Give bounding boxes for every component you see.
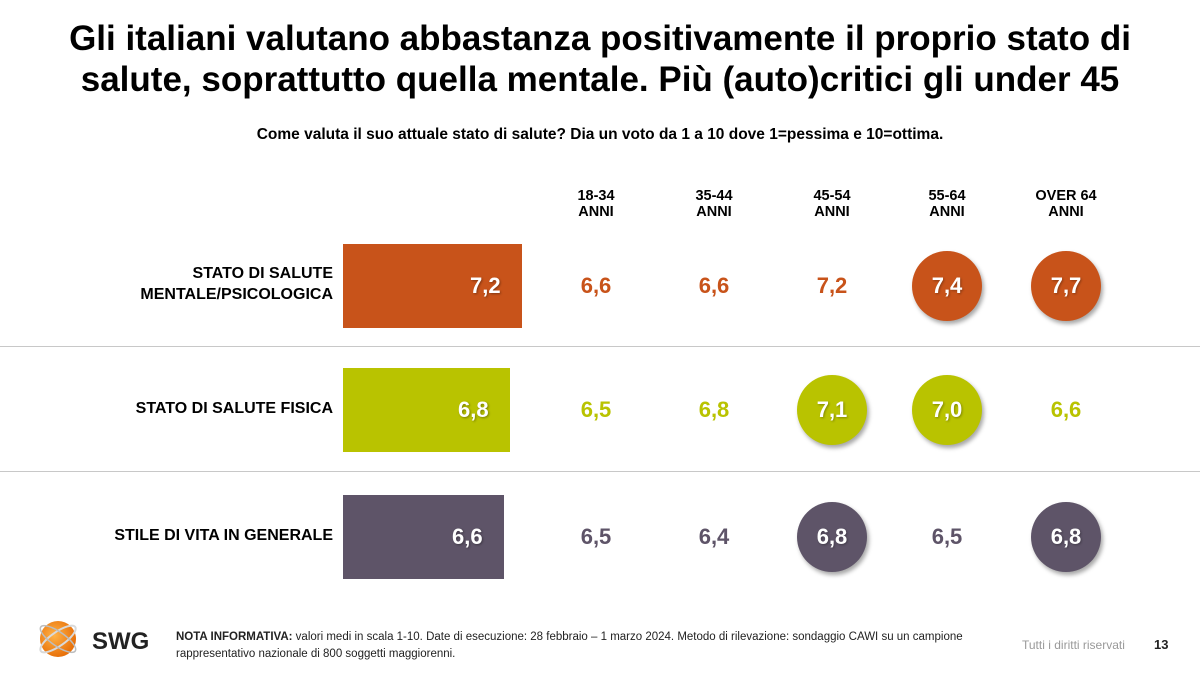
highlighted-value: 7,1	[797, 375, 867, 445]
total-bar	[343, 244, 522, 328]
value-cell: 6,6	[698, 273, 730, 298]
column-header: OVER 64 ANNI	[1011, 188, 1121, 220]
row-label-line: STILE DI VITA IN GENERALE	[114, 527, 333, 544]
swg-logo-text: SWG	[92, 628, 150, 655]
column-header-line: ANNI	[814, 204, 850, 220]
column-header-line: ANNI	[929, 204, 965, 220]
page-title: Gli italiani valutano abbastanza positiv…	[40, 18, 1160, 100]
row-label: STATO DI SALUTE FISICA	[136, 398, 333, 419]
value-cell: 6,5	[580, 524, 612, 549]
swg-logo-icon	[39, 621, 77, 657]
copyright-notice: Tutti i diritti riservati	[1022, 638, 1125, 652]
page-number: 13	[1154, 637, 1169, 652]
value-cell: 6,5	[580, 397, 612, 422]
row-label-line: MENTALE/PSICOLOGICA	[140, 286, 333, 303]
footnote: NOTA INFORMATIVA: valori medi in scala 1…	[176, 629, 976, 663]
total-bar-label: 6,8	[458, 397, 489, 422]
highlighted-value: 6,8	[797, 502, 867, 572]
row-separator	[0, 346, 1200, 347]
column-header: 55-64 ANNI	[892, 188, 1002, 220]
value-cell: 6,5	[931, 524, 963, 549]
highlighted-value: 7,0	[912, 375, 982, 445]
row-label-line: STATO DI SALUTE FISICA	[135, 400, 333, 417]
value-cell: 6,4	[698, 524, 730, 549]
column-header-line: OVER 64	[1035, 188, 1097, 204]
row-label: STILE DI VITA IN GENERALE	[114, 525, 333, 546]
footnote-text: valori medi in scala 1-10. Date di esecu…	[176, 631, 963, 660]
highlighted-value: 7,7	[1031, 251, 1101, 321]
highlighted-value: 6,8	[1031, 502, 1101, 572]
column-header-line: 18-34	[577, 188, 615, 204]
value-cell: 6,8	[698, 397, 730, 422]
value-cell: 6,6	[580, 273, 612, 298]
row-separator	[0, 471, 1200, 472]
row-label-line: STATO DI SALUTE	[192, 265, 333, 282]
column-header-line: ANNI	[1048, 204, 1084, 220]
title-line-2: salute, soprattutto quella mentale. Più …	[80, 60, 1120, 99]
column-header-line: ANNI	[696, 204, 732, 220]
column-header-line: ANNI	[578, 204, 614, 220]
column-header-line: 45-54	[813, 188, 851, 204]
row-label: STATO DI SALUTE MENTALE/PSICOLOGICA	[140, 263, 333, 305]
footnote-label: NOTA INFORMATIVA:	[176, 631, 293, 643]
highlighted-value: 7,4	[912, 251, 982, 321]
column-header: 45-54 ANNI	[777, 188, 887, 220]
total-bar	[343, 495, 504, 579]
column-header-line: 55-64	[928, 188, 966, 204]
value-cell: 6,6	[1050, 397, 1082, 422]
column-header: 35-44 ANNI	[659, 188, 769, 220]
total-bar	[343, 368, 510, 452]
total-bar-label: 6,6	[452, 524, 483, 549]
column-header: 18-34 ANNI	[541, 188, 651, 220]
column-header-line: 35-44	[695, 188, 733, 204]
total-bar-label: 7,2	[470, 273, 501, 298]
question-subtitle: Come valuta il suo attuale stato di salu…	[256, 126, 944, 143]
title-line-1: Gli italiani valutano abbastanza positiv…	[69, 19, 1131, 58]
value-cell: 7,2	[816, 273, 848, 298]
